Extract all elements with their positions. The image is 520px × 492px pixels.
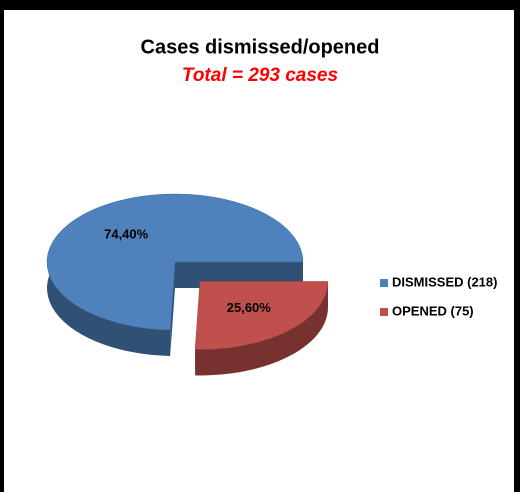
- slice-edge: [170, 262, 175, 356]
- slice-side: [195, 281, 328, 376]
- chart-title: Cases dismissed/opened: [141, 36, 380, 58]
- legend-swatch: [380, 279, 388, 287]
- data-label: 74,40%: [104, 226, 149, 241]
- legend-label: OPENED (75): [392, 303, 474, 318]
- chart-subtitle: Total = 293 cases: [182, 65, 338, 86]
- legend-swatch: [380, 308, 388, 316]
- legend-label: DISMISSED (218): [392, 274, 497, 289]
- slice-top: [46, 193, 304, 331]
- data-label: 25,60%: [227, 300, 272, 315]
- slice-top: [194, 281, 329, 350]
- slice: [194, 281, 329, 376]
